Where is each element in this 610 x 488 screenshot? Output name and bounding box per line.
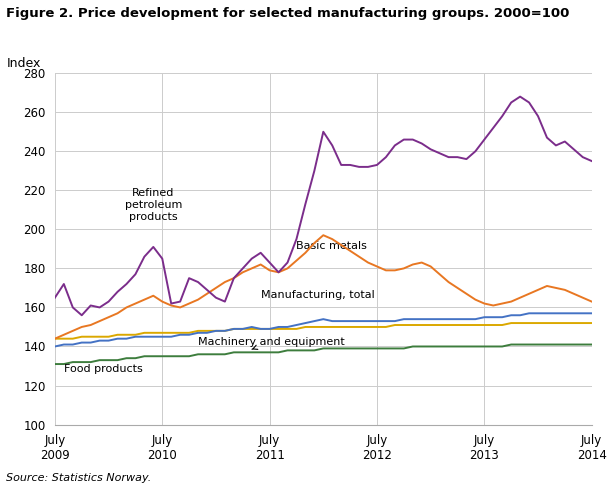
Text: Basic metals: Basic metals (296, 241, 367, 251)
Text: Index: Index (7, 57, 41, 70)
Text: Source: Statistics Norway.: Source: Statistics Norway. (6, 473, 151, 483)
Text: Food products: Food products (64, 364, 143, 374)
Text: Manufacturing, total: Manufacturing, total (260, 290, 375, 300)
Text: Machinery and equipment: Machinery and equipment (198, 337, 345, 349)
Text: Refined
petroleum
products: Refined petroleum products (124, 188, 182, 222)
Text: Figure 2. Price development for selected manufacturing groups. 2000=100: Figure 2. Price development for selected… (6, 7, 570, 20)
